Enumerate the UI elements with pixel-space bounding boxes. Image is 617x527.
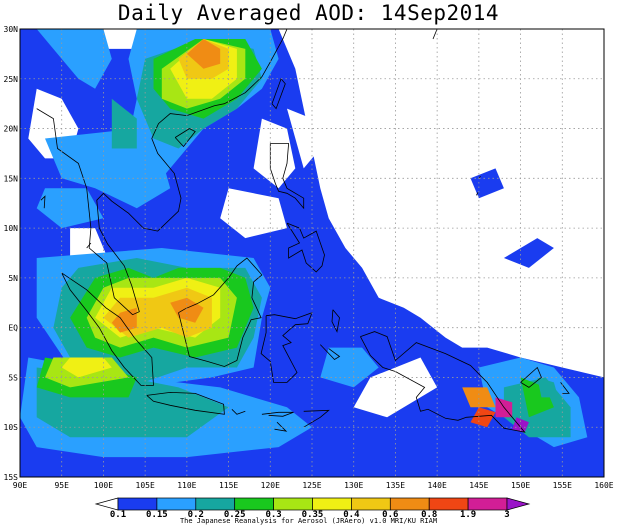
y-tick-label-5: 5N <box>8 274 18 283</box>
colorbar-label-9: 1.9 <box>460 510 476 520</box>
coast-segment-6 <box>286 222 325 273</box>
x-tick-label-3: 105E <box>136 481 155 490</box>
aod-region-36 <box>111 307 137 333</box>
y-tick-label-1: 25N <box>4 75 19 84</box>
y-axis: 30N 25N 20N 15N 10N 5N EQ 5S 10S 15S <box>4 25 19 482</box>
aod-region-19 <box>111 98 137 149</box>
x-tick-label-5: 115E <box>219 481 238 490</box>
colorbar-label-0: 0.1 <box>110 510 126 520</box>
colorbar-bin-2 <box>156 497 197 511</box>
aod-region-32 <box>61 357 112 378</box>
coast-segment-11 <box>261 411 294 417</box>
colorbar-bin-3 <box>195 497 236 511</box>
aod-region-39 <box>462 387 496 408</box>
coast-segment-9 <box>331 309 340 333</box>
coast-segment-0 <box>36 29 288 316</box>
aod-region-35 <box>186 39 221 69</box>
coast-segment-5 <box>269 143 305 210</box>
colorbar-low-triangle <box>94 497 119 511</box>
coast-segment-10 <box>303 409 330 428</box>
credit-line: The Japanese Reanalysis for Aerosol (JRA… <box>179 517 438 525</box>
coast-segment-13 <box>231 409 246 415</box>
coast-segment-4 <box>260 312 313 383</box>
colorbar-high-triangle <box>506 497 531 511</box>
coast-segment-20 <box>86 242 92 249</box>
aod-field <box>20 29 604 477</box>
y-tick-label-8: 10S <box>4 423 19 432</box>
colorbar-label-6: 0.4 <box>343 510 360 520</box>
y-tick-label-7: 5S <box>8 373 18 382</box>
x-tick-label-1: 95E <box>54 481 69 490</box>
y-tick-label-6: EQ <box>8 324 18 333</box>
plot-frame <box>19 28 605 478</box>
colorbar-label-5: 0.35 <box>302 510 324 520</box>
x-tick-label-4: 110E <box>177 481 196 490</box>
aod-region-13 <box>36 188 104 229</box>
gridlines <box>20 29 604 477</box>
x-axis: 90E 95E 100E 105E 110E 115E 120E 125E 130E 135E 14… <box>13 481 614 490</box>
colorbar-label-2: 0.2 <box>188 510 204 520</box>
colorbar-bin-4 <box>234 497 274 511</box>
coast-segment-7 <box>360 331 526 433</box>
aod-region-42 <box>537 377 559 398</box>
aod-region-9 <box>353 357 438 418</box>
colorbar-bin-9 <box>428 497 469 511</box>
coast-segment-18 <box>174 128 196 148</box>
x-tick-label-10: 140E <box>428 481 447 490</box>
colorbar-label-1: 0.15 <box>146 510 168 520</box>
aod-region-38 <box>470 407 496 428</box>
colorbar-label-3: 0.25 <box>224 510 246 520</box>
colorbar-label-4: 0.3 <box>265 510 281 520</box>
aod-region-16 <box>320 347 379 388</box>
x-tick-label-8: 130E <box>344 481 363 490</box>
y-tick-label-4: 10N <box>4 224 19 233</box>
colorbar-label-8: 0.8 <box>421 510 437 520</box>
x-tick-label-9: 135E <box>386 481 405 490</box>
x-tick-label-0: 90E <box>13 481 28 490</box>
x-tick-label-7: 125E <box>302 481 321 490</box>
colorbar-bin-1 <box>117 497 158 511</box>
y-tick-label-9: 15S <box>4 473 19 482</box>
aod-region-41 <box>512 417 529 433</box>
coast-segment-2 <box>146 391 225 415</box>
coast-segment-22 <box>476 192 479 196</box>
aod-region-3 <box>470 168 504 199</box>
coast-segment-3 <box>178 257 263 367</box>
colorbar-bin-7 <box>351 497 391 511</box>
x-tick-label-12: 150E <box>511 481 530 490</box>
y-tick-label-0: 30N <box>4 25 19 34</box>
colorbar-bin-6 <box>312 497 352 511</box>
x-tick-label-11: 145E <box>469 481 488 490</box>
colorbar-label-7: 0.6 <box>382 510 398 520</box>
coastline <box>36 29 570 433</box>
y-tick-label-2: 20N <box>4 125 19 134</box>
y-tick-label-3: 15N <box>4 174 19 183</box>
x-tick-label-2: 100E <box>94 481 113 490</box>
colorbar: 0.1 0.15 0.2 0.25 0.3 0.35 0.4 0.6 0.8 1.9 3 <box>94 497 531 520</box>
aod-region-37 <box>170 297 204 323</box>
x-tick-label-13: 155E <box>553 481 572 490</box>
x-tick-label-6: 120E <box>261 481 280 490</box>
colorbar-bin-5 <box>273 497 313 511</box>
coast-segment-17 <box>271 78 286 110</box>
coast-segment-1 <box>61 272 154 386</box>
colorbar-label-10: 3 <box>504 510 509 520</box>
colorbar-bin-10 <box>467 497 508 511</box>
coast-segment-8 <box>320 344 341 361</box>
aod-region-12 <box>45 128 171 209</box>
coast-segment-15 <box>560 382 570 394</box>
coast-segment-14 <box>520 366 542 388</box>
aod-region-2 <box>503 238 554 268</box>
colorbar-bin-8 <box>389 497 430 511</box>
map-title: Daily Averaged AOD: 14Sep2014 <box>117 1 500 25</box>
coast-segment-19 <box>40 195 46 209</box>
coast-segment-16 <box>432 29 438 40</box>
coast-segment-12 <box>274 421 288 432</box>
x-tick-label-14: 160E <box>594 481 613 490</box>
aod-region-10 <box>36 29 112 89</box>
